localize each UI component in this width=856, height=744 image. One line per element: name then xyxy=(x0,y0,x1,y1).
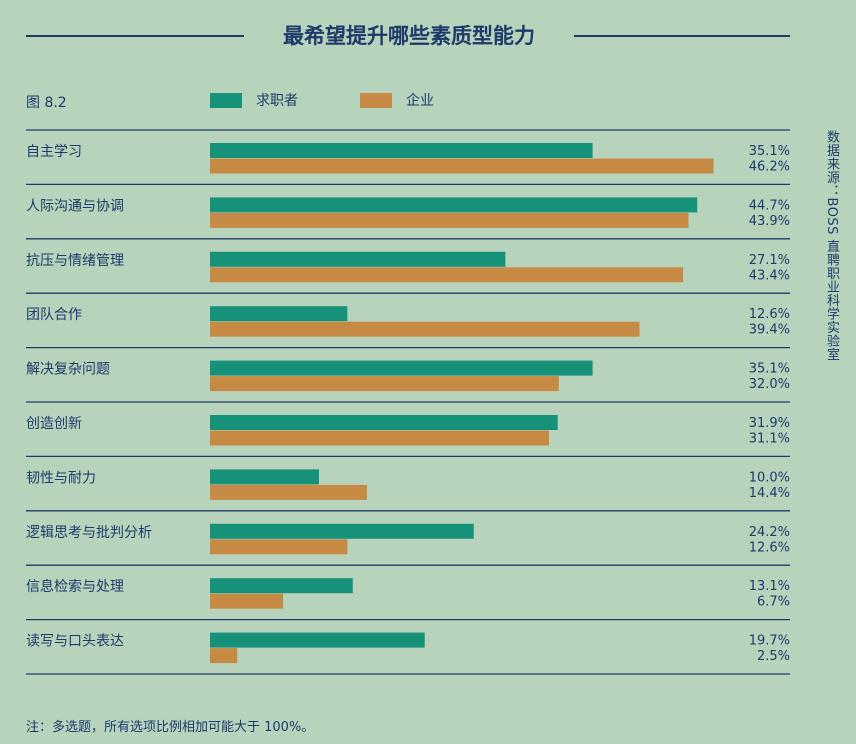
title-rule-left xyxy=(26,35,244,37)
category-label: 信息检索与处理 xyxy=(26,578,124,595)
data-label-seeker: 19.7% xyxy=(749,634,790,649)
bar-enterprise xyxy=(210,376,559,392)
bar-enterprise xyxy=(210,158,714,174)
category-label: 解决复杂问题 xyxy=(26,361,110,378)
title-rule-right xyxy=(574,35,790,37)
data-label-seeker: 35.1% xyxy=(749,144,790,159)
bar-seeker xyxy=(210,360,593,376)
data-label-enterprise: 14.4% xyxy=(749,486,790,501)
data-label-enterprise: 46.2% xyxy=(749,160,790,175)
category-label: 团队合作 xyxy=(26,307,82,323)
data-label-enterprise: 43.4% xyxy=(749,268,790,283)
data-label-seeker: 44.7% xyxy=(749,198,790,213)
data-label-enterprise: 2.5% xyxy=(757,649,790,664)
data-label-enterprise: 6.7% xyxy=(757,595,790,610)
bar-seeker xyxy=(210,197,698,213)
category-label: 韧性与耐力 xyxy=(26,470,96,486)
bar-seeker xyxy=(210,578,353,594)
bar-enterprise xyxy=(210,539,348,555)
category-label: 逻辑思考与批判分析 xyxy=(26,525,152,541)
data-label-seeker: 31.9% xyxy=(749,416,790,431)
bar-enterprise xyxy=(210,484,367,500)
category-label: 人际沟通与协调 xyxy=(26,198,124,214)
legend-swatch-seeker xyxy=(210,92,242,108)
category-label: 自主学习 xyxy=(26,144,82,160)
data-label-seeker: 35.1% xyxy=(749,362,790,377)
legend-item-seeker: 求职者 xyxy=(210,90,298,110)
bar-enterprise xyxy=(210,593,284,609)
chart-title: 最希望提升哪些素质型能力 xyxy=(283,24,535,48)
bar-enterprise xyxy=(210,648,238,664)
bar-enterprise xyxy=(210,267,684,283)
data-label-seeker: 12.6% xyxy=(749,307,790,322)
data-label-enterprise: 43.9% xyxy=(749,214,790,229)
footnote: 注：多选题，所有选项比例相加可能大于 100%。 xyxy=(26,720,315,735)
legend-item-enterprise: 企业 xyxy=(360,90,434,110)
data-label-enterprise: 31.1% xyxy=(749,432,790,447)
bar-enterprise xyxy=(210,212,689,228)
data-label-enterprise: 32.0% xyxy=(749,377,790,392)
category-label: 创造创新 xyxy=(26,416,82,432)
bar-seeker xyxy=(210,415,558,430)
data-label-seeker: 13.1% xyxy=(749,579,790,594)
figure-label: 图 8.2 xyxy=(26,95,67,111)
data-source: 数据来源：BOSS 直聘职业科学实验室 xyxy=(824,130,839,362)
data-label-enterprise: 39.4% xyxy=(749,323,790,338)
legend-swatch-enterprise xyxy=(360,92,392,108)
legend-label-enterprise: 企业 xyxy=(406,93,434,109)
bar-seeker xyxy=(210,523,474,539)
data-label-seeker: 27.1% xyxy=(749,253,790,268)
bar-seeker xyxy=(210,251,506,267)
bar-enterprise xyxy=(210,430,549,446)
data-label-seeker: 24.2% xyxy=(749,525,790,540)
bar-seeker xyxy=(210,469,319,485)
bar-seeker xyxy=(210,143,593,158)
bar-seeker xyxy=(210,306,348,322)
data-label-seeker: 10.0% xyxy=(749,470,790,485)
category-label: 读写与口头表达 xyxy=(26,633,124,650)
chart-title-row: 最希望提升哪些素质型能力 xyxy=(26,20,790,52)
bar-enterprise xyxy=(210,321,640,337)
bar-seeker xyxy=(210,632,425,648)
category-label: 抗压与情绪管理 xyxy=(26,253,124,269)
legend-label-seeker: 求职者 xyxy=(256,93,298,109)
data-label-enterprise: 12.6% xyxy=(749,540,790,555)
